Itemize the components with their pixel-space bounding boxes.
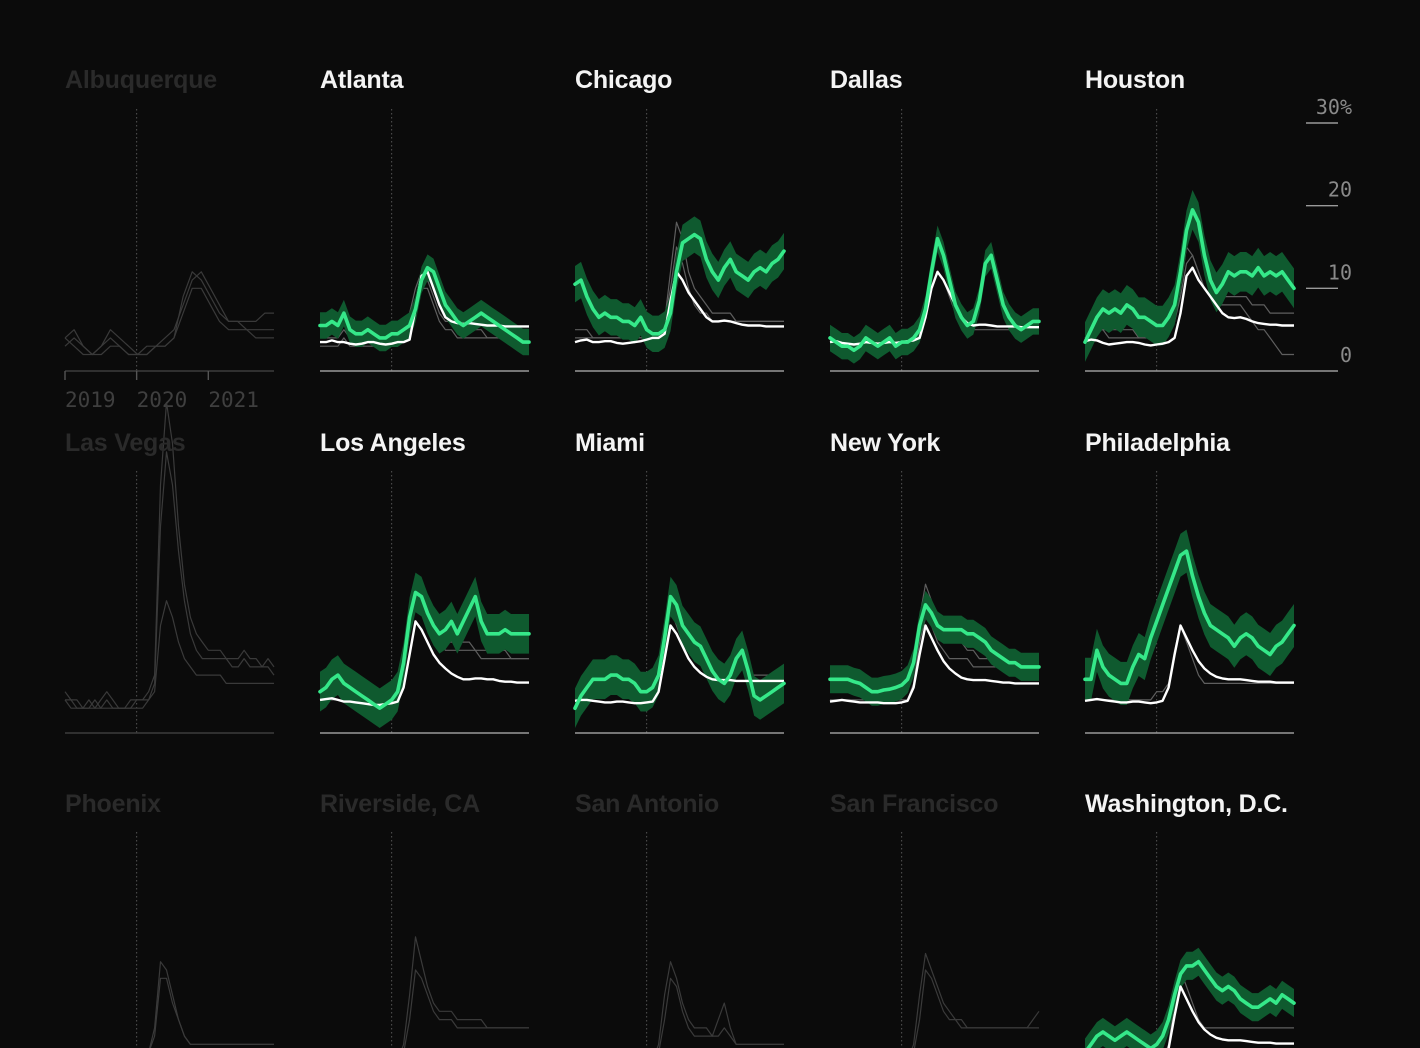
panel-title: Miami bbox=[575, 429, 645, 457]
panel-las-vegas bbox=[64, 401, 275, 734]
panel-philadelphia bbox=[1083, 471, 1296, 734]
gray-series-line bbox=[911, 952, 1040, 1048]
highlight-series-line bbox=[828, 236, 1041, 353]
highlight-series-line bbox=[573, 594, 786, 710]
x-tick-label: 2021 bbox=[208, 388, 259, 412]
highlight-series-line bbox=[318, 265, 531, 344]
uncertainty-band bbox=[320, 572, 529, 728]
panel-title: Chicago bbox=[575, 66, 673, 94]
panel-title: New York bbox=[830, 429, 941, 457]
panel-albuquerque: 2019 2020 2021 bbox=[64, 109, 274, 412]
y-tick-label: 10 bbox=[1328, 260, 1352, 284]
baseline-series-line bbox=[574, 270, 784, 345]
gray-series-line bbox=[64, 401, 275, 709]
panel-title: Riverside, CA bbox=[320, 790, 480, 818]
uncertainty-band bbox=[575, 576, 784, 728]
panel-phoenix bbox=[136, 832, 274, 1048]
panel-title: Phoenix bbox=[65, 790, 161, 818]
baseline-series-line bbox=[319, 620, 529, 707]
panel-title: Washington, D.C. bbox=[1085, 790, 1288, 818]
y-tick-label: 30% bbox=[1316, 95, 1352, 119]
y-tick-label: 20 bbox=[1328, 178, 1352, 202]
uncertainty-band bbox=[575, 216, 784, 352]
uncertainty-band bbox=[1085, 190, 1294, 362]
x-tick-label: 2019 bbox=[65, 388, 116, 412]
baseline-series-line bbox=[829, 624, 1039, 705]
panel-title: Philadelphia bbox=[1085, 429, 1230, 457]
baseline-series-line bbox=[1084, 624, 1294, 705]
highlight-series-line bbox=[1083, 208, 1296, 344]
panel-riverside-ca bbox=[391, 832, 529, 1048]
panel-washington-d-c bbox=[1085, 832, 1296, 1048]
gray-series-line bbox=[149, 961, 274, 1048]
gray-series-line bbox=[1084, 246, 1294, 356]
panel-dallas bbox=[828, 109, 1041, 372]
highlight-series-line bbox=[318, 590, 531, 710]
gray-series-line bbox=[64, 600, 274, 709]
gray-series-line bbox=[658, 977, 784, 1048]
panel-title: Las Vegas bbox=[65, 429, 186, 457]
panel-san-francisco bbox=[901, 832, 1040, 1048]
baseline-series-line bbox=[1167, 985, 1294, 1048]
x-tick-label: 2020 bbox=[137, 388, 188, 412]
panel-title: Albuquerque bbox=[65, 66, 217, 94]
gray-series-line bbox=[1166, 969, 1294, 1048]
panel-title: Atlanta bbox=[320, 66, 404, 94]
gray-series-line bbox=[401, 936, 529, 1048]
panel-houston: 30% 20 10 0 bbox=[1083, 95, 1352, 372]
gray-series-line bbox=[65, 451, 275, 709]
highlight-series-line bbox=[573, 232, 786, 336]
gray-series-line bbox=[64, 287, 274, 356]
gray-series-line bbox=[913, 969, 1039, 1048]
panel-chicago bbox=[573, 109, 786, 372]
uncertainty-band bbox=[1085, 947, 1294, 1048]
panel-atlanta bbox=[318, 109, 531, 372]
panel-new-york bbox=[828, 471, 1041, 734]
panel-title: Dallas bbox=[830, 66, 903, 94]
y-tick-label: 0 bbox=[1340, 343, 1352, 367]
gray-series-line bbox=[149, 977, 274, 1048]
uncertainty-band bbox=[830, 590, 1039, 706]
highlight-series-line bbox=[828, 603, 1041, 694]
panel-miami bbox=[573, 471, 786, 734]
panel-title: San Francisco bbox=[830, 790, 999, 818]
gray-series-line bbox=[656, 961, 784, 1048]
panel-san-antonio bbox=[646, 832, 784, 1048]
uncertainty-band bbox=[320, 254, 529, 356]
highlight-series-line bbox=[1083, 549, 1296, 686]
gray-series-line bbox=[64, 271, 274, 356]
baseline-series-line bbox=[1084, 266, 1294, 347]
panel-los-angeles bbox=[318, 471, 531, 734]
highlight-series-line bbox=[1086, 959, 1296, 1048]
panel-title: Houston bbox=[1085, 66, 1185, 94]
panel-title: Los Angeles bbox=[320, 429, 466, 457]
gray-series-line bbox=[403, 969, 529, 1048]
panel-title: San Antonio bbox=[575, 790, 720, 818]
